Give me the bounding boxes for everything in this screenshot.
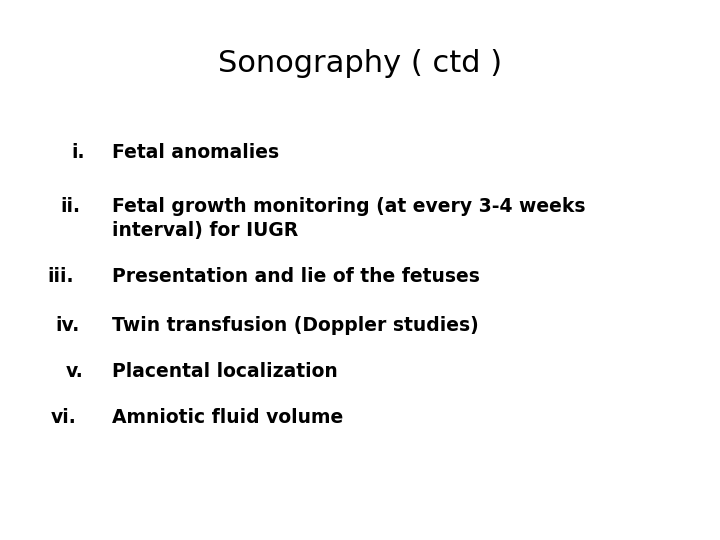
Text: iii.: iii.	[47, 267, 73, 286]
Text: i.: i.	[71, 143, 85, 162]
Text: v.: v.	[66, 362, 84, 381]
Text: iv.: iv.	[55, 316, 79, 335]
Text: ii.: ii.	[60, 197, 81, 216]
Text: Placental localization: Placental localization	[112, 362, 338, 381]
Text: Fetal growth monitoring (at every 3-4 weeks
interval) for IUGR: Fetal growth monitoring (at every 3-4 we…	[112, 197, 585, 240]
Text: Fetal anomalies: Fetal anomalies	[112, 143, 279, 162]
Text: vi.: vi.	[50, 408, 76, 427]
Text: Twin transfusion (Doppler studies): Twin transfusion (Doppler studies)	[112, 316, 478, 335]
Text: Amniotic fluid volume: Amniotic fluid volume	[112, 408, 343, 427]
Text: Presentation and lie of the fetuses: Presentation and lie of the fetuses	[112, 267, 480, 286]
Text: Sonography ( ctd ): Sonography ( ctd )	[218, 49, 502, 78]
